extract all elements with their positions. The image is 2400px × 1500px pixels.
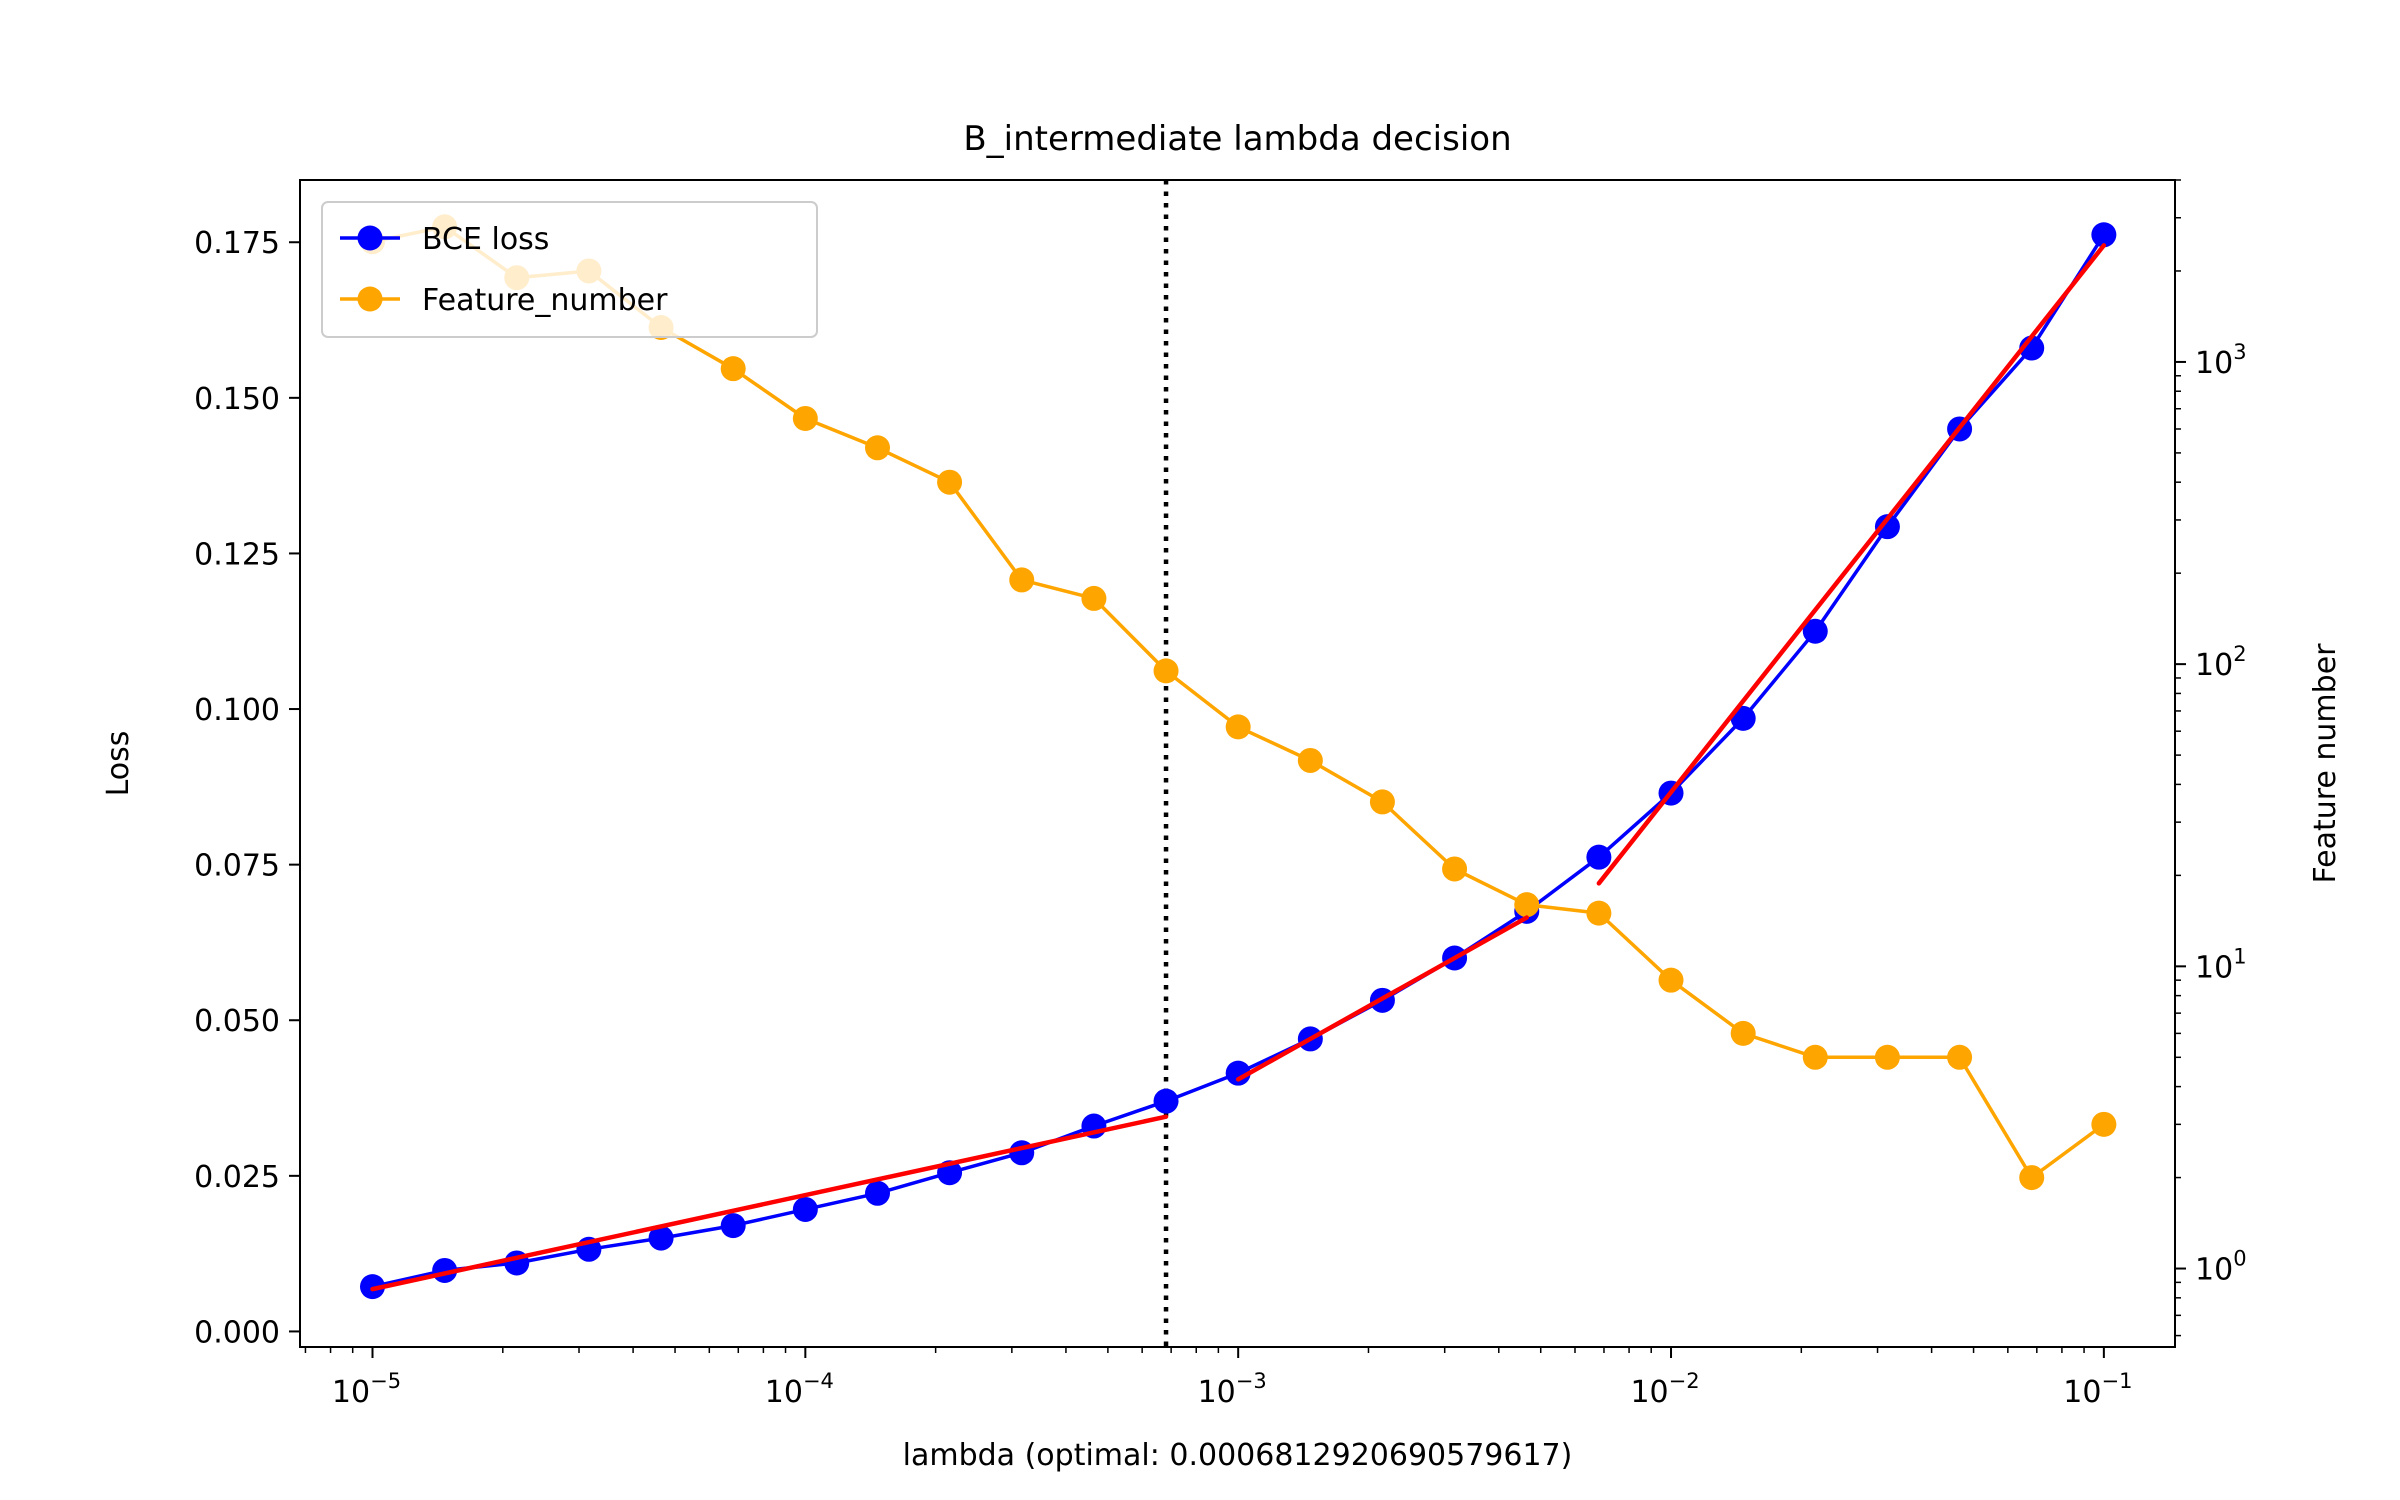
data-point-bce-loss	[720, 1213, 746, 1239]
legend-label-bce-loss: BCE loss	[422, 222, 549, 257]
data-point-bce-loss	[359, 1274, 385, 1300]
fit-line-segment	[370, 1114, 1169, 1292]
plot-frame	[299, 179, 2176, 1348]
legend-marker-feature-number	[357, 286, 383, 312]
data-point-feature-number	[865, 435, 891, 461]
x-tick-label: 10−5	[332, 1369, 401, 1410]
data-point-feature-number	[2019, 1165, 2045, 1191]
data-point-feature-number	[1658, 967, 1684, 993]
y-left-tick-label: 0.075	[194, 849, 280, 884]
data-point-bce-loss	[1586, 844, 1612, 870]
legend-label-feature-number: Feature_number	[422, 283, 668, 318]
y-left-tick-label: 0.150	[194, 382, 280, 417]
series-line-bce-loss	[372, 233, 2106, 1289]
y-right-tick-label: 102	[2195, 642, 2247, 683]
y-left-tick-label: 0.000	[194, 1315, 280, 1350]
series-line-feature-number	[372, 225, 2105, 1180]
legend-box	[321, 201, 818, 338]
data-point-bce-loss	[648, 1225, 674, 1251]
legend-marker-bce-loss	[357, 225, 383, 251]
data-point-feature-number	[1442, 856, 1468, 882]
axes: 10−5 10−4 10−3 10−2 10−1 0.000 0.025 0.050 0.075…	[194, 179, 2247, 1410]
data-point-bce-loss	[1225, 1060, 1251, 1086]
legend: BCE loss Feature_number	[321, 201, 818, 338]
data-point-bce-loss	[792, 1196, 818, 1222]
x-tick-label: 10−3	[1198, 1369, 1267, 1410]
y-left-tick-label: 0.125	[194, 537, 280, 572]
data-point-feature-number	[1586, 900, 1612, 926]
y-left-tick-label: 0.050	[194, 1004, 280, 1039]
data-point-feature-number	[1081, 585, 1107, 611]
data-point-feature-number	[937, 469, 963, 495]
data-point-bce-loss	[2091, 222, 2117, 248]
fit-line-segment	[1596, 243, 2107, 886]
data-point-feature-number	[1514, 892, 1540, 918]
fit-line-segment	[1235, 915, 1530, 1082]
data-point-feature-number	[2091, 1111, 2117, 1137]
y-left-tick-label: 0.175	[194, 226, 280, 261]
x-tick-label: 10−1	[2063, 1369, 2132, 1410]
y-left-tick-label: 0.100	[194, 693, 280, 728]
data-point-bce-loss	[1802, 618, 1828, 644]
x-tick-label: 10−4	[765, 1369, 834, 1410]
y-axis-right-label: Feature number	[2308, 643, 2343, 884]
data-point-feature-number	[1874, 1044, 1900, 1070]
data-point-bce-loss	[1153, 1088, 1179, 1114]
data-point-feature-number	[1802, 1044, 1828, 1070]
data-point-feature-number	[1369, 789, 1395, 815]
chart-title: B_intermediate lambda decision	[963, 119, 1511, 159]
data-point-bce-loss	[1874, 514, 1900, 540]
data-point-feature-number	[1225, 714, 1251, 740]
data-point-feature-number	[792, 405, 818, 431]
y-right-tick-label: 100	[2195, 1247, 2247, 1288]
x-tick-label: 10−2	[1630, 1369, 1699, 1410]
data-point-feature-number	[1009, 567, 1035, 593]
data-point-feature-number	[1297, 747, 1323, 773]
data-point-feature-number	[1947, 1044, 1973, 1070]
x-axis-label: lambda (optimal: 0.0006812920690579617)	[903, 1438, 1573, 1473]
y-right-tick-label: 101	[2195, 944, 2247, 985]
y-axis-left-label: Loss	[101, 731, 136, 797]
data-point-feature-number	[1730, 1020, 1756, 1046]
data-point-feature-number	[720, 356, 746, 382]
y-right-tick-label: 103	[2195, 340, 2247, 381]
data-point-feature-number	[1153, 658, 1179, 684]
plot-area	[359, 180, 2117, 1347]
y-left-tick-label: 0.025	[194, 1160, 280, 1195]
data-point-bce-loss	[865, 1180, 891, 1206]
